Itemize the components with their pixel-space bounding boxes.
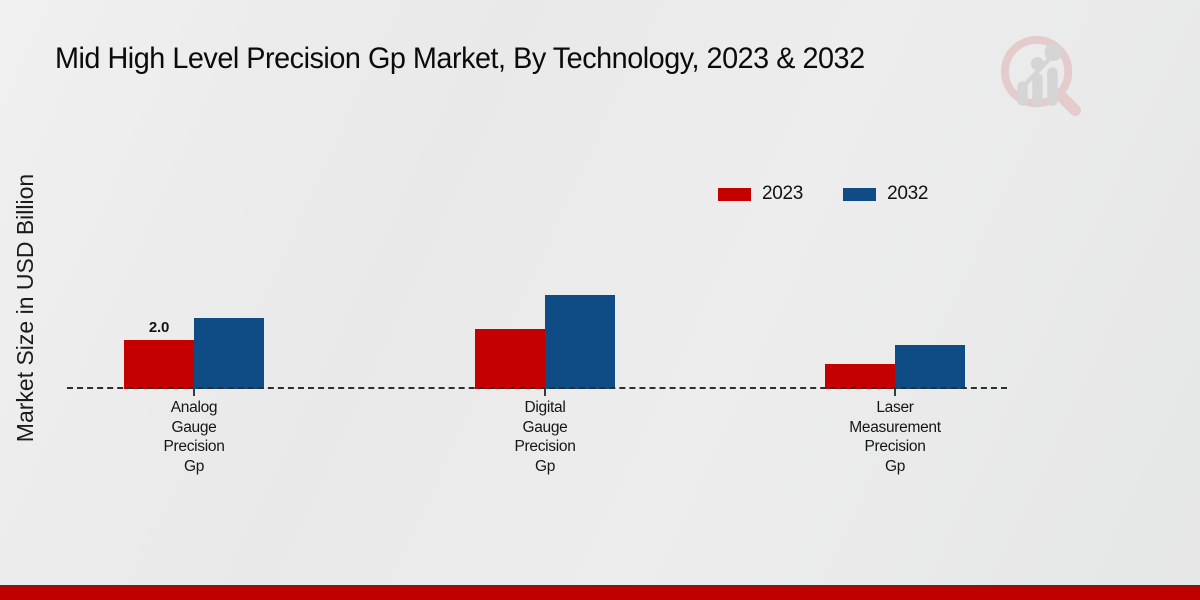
legend-item-2032: 2032 [843, 183, 928, 205]
legend-item-2023: 2023 [718, 183, 803, 205]
bar-2023-cat1 [475, 329, 545, 389]
x-axis-baseline [67, 387, 1007, 389]
bar-2023-cat2 [825, 364, 895, 389]
category-label: Analog Gauge Precision Gp [163, 399, 225, 475]
category-label: Laser Measurement Precision Gp [849, 399, 941, 475]
bar-2023-cat0 [124, 340, 194, 389]
footer-accent-bar [0, 585, 1200, 600]
legend-swatch-icon [843, 187, 877, 201]
legend: 2023 2032 [718, 183, 928, 205]
x-axis-tick [894, 389, 896, 396]
legend-label: 2023 [762, 183, 804, 204]
legend-label: 2032 [887, 183, 929, 204]
legend-swatch-icon [718, 187, 751, 201]
bar-2032-cat2 [895, 345, 965, 389]
x-axis-tick [544, 389, 546, 396]
bar-value-label: 2.0 [148, 319, 170, 336]
x-axis-tick [193, 389, 195, 396]
category-label: Digital Gauge Precision Gp [514, 399, 576, 475]
bar-2032-cat0 [194, 318, 264, 389]
chart-title: Mid High Level Precision Gp Market, By T… [55, 42, 865, 75]
bar-2032-cat1 [545, 295, 615, 389]
magnifier-growth-chart-logo-icon [1000, 35, 1082, 117]
